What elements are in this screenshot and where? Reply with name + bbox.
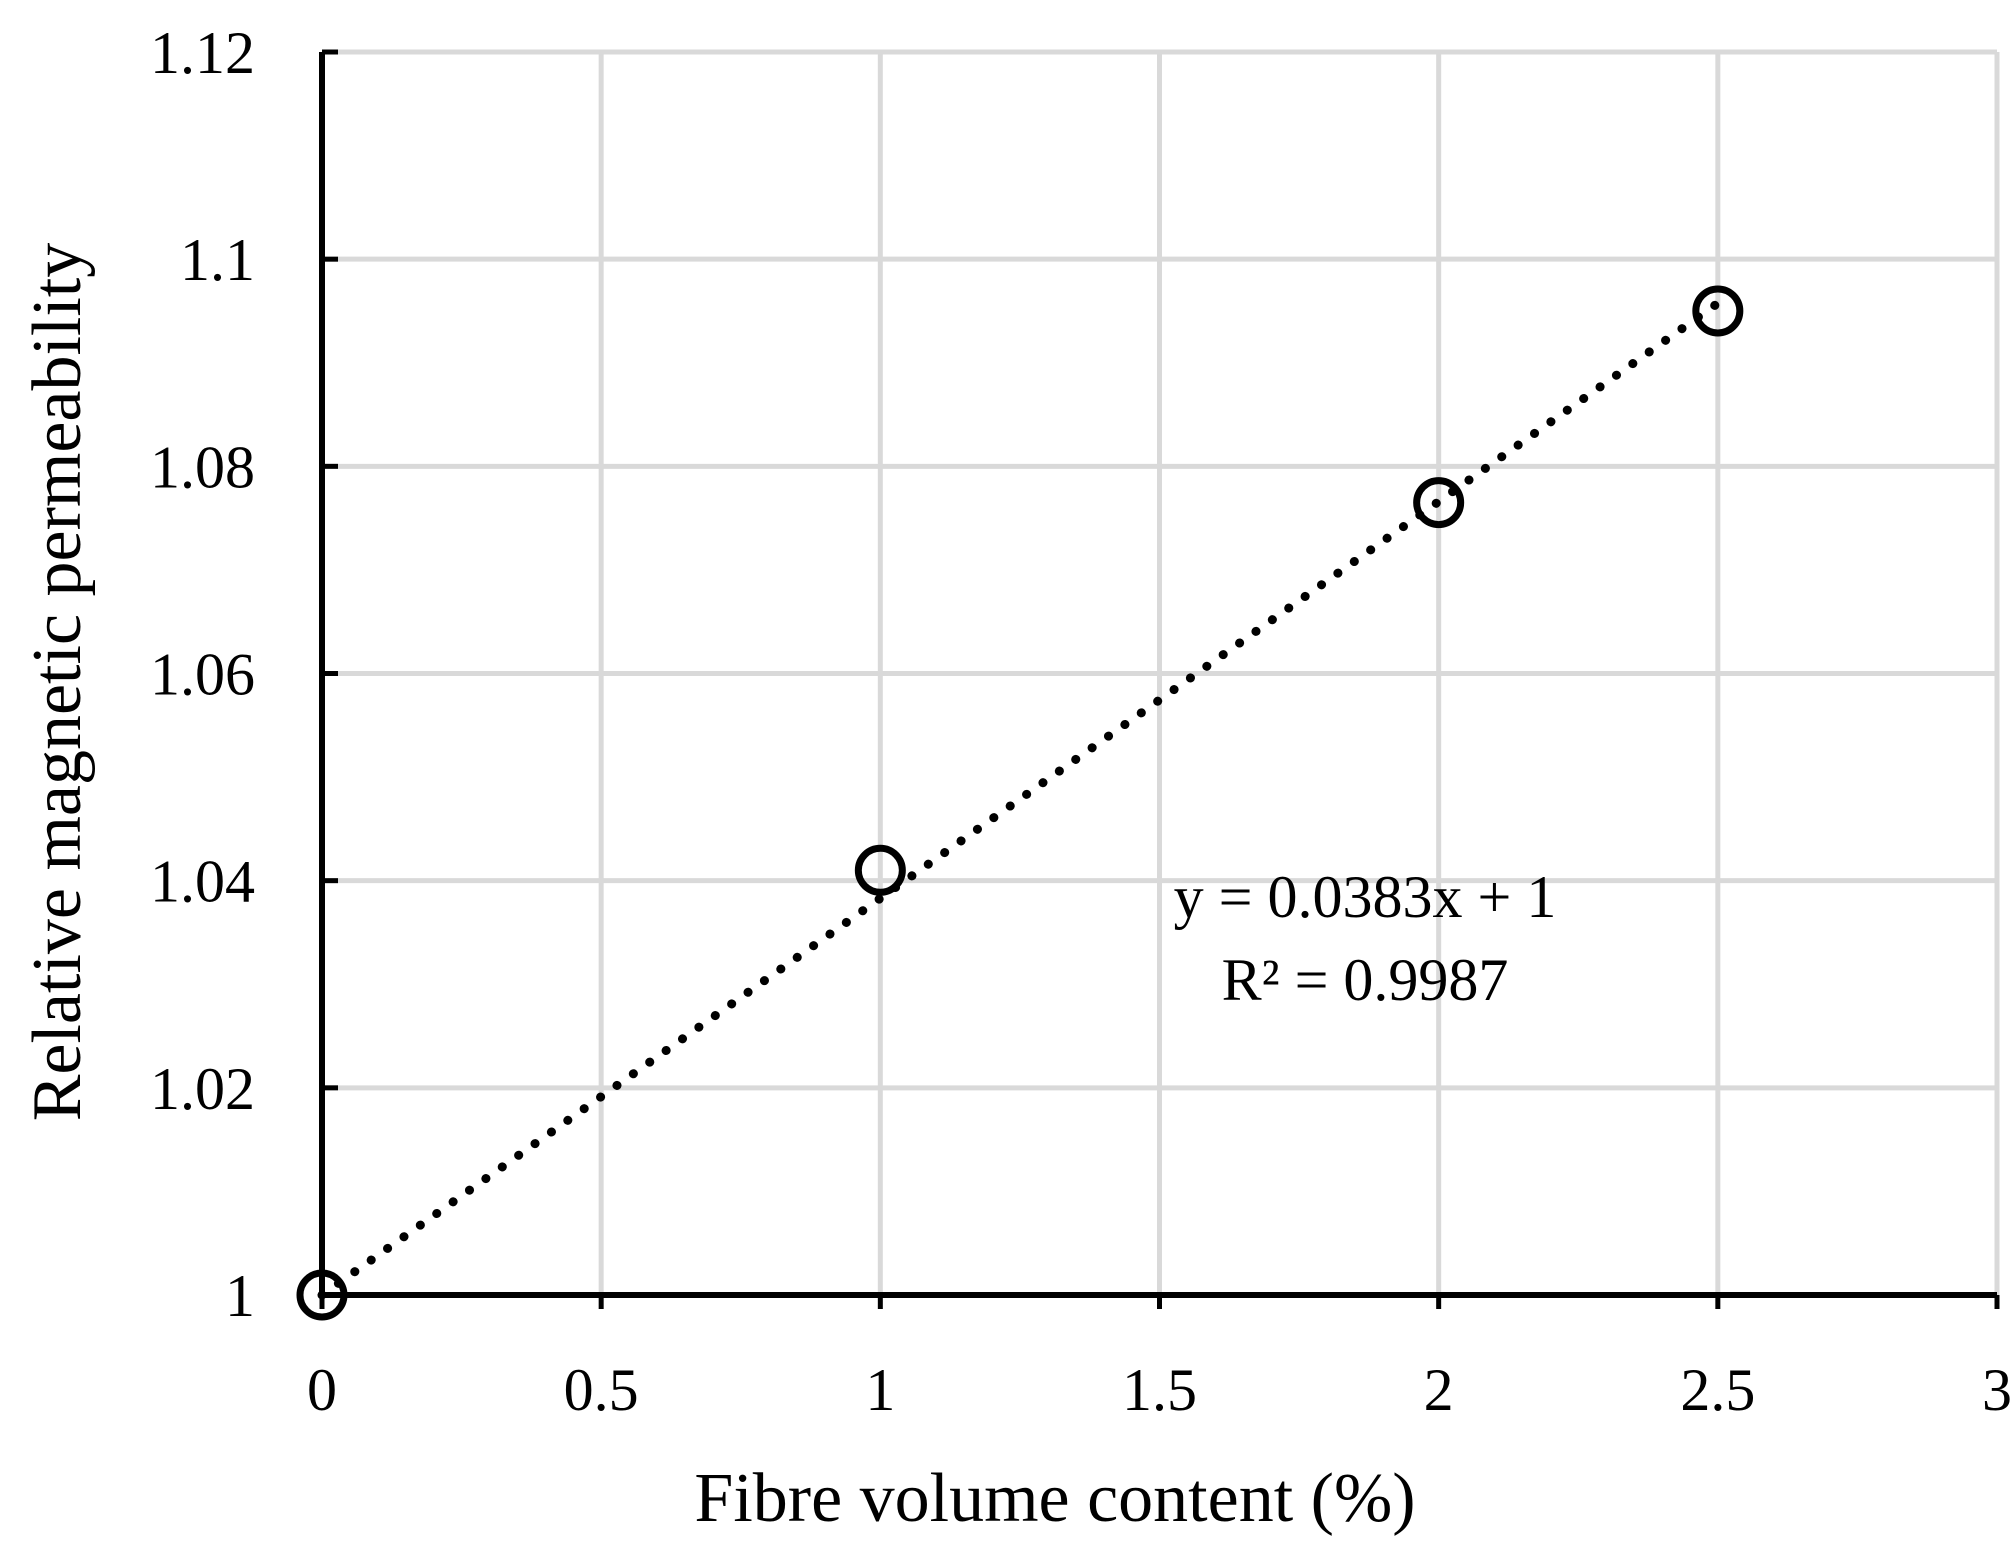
y-tick-label-6: 1.12 [150,20,255,86]
y-axis-ticks: 1 1.02 1.04 1.06 1.08 1.1 1.12 [150,20,338,1329]
data-point-0-3 [1692,285,1744,337]
x-tick-label-5: 2.5 [1680,1357,1755,1423]
x-tick-label-3: 1.5 [1122,1357,1197,1423]
data-points [296,285,1744,1321]
x-axis-ticks: 0 0.5 1 1.5 2 2.5 3 [307,1295,2012,1423]
x-tick-label-1: 0.5 [564,1357,639,1423]
y-tick-label-5: 1.1 [180,227,255,293]
data-point-0-0 [296,1269,348,1321]
x-axis-title: Fibre volume content (%) [694,1460,1415,1537]
trendline-equation: y = 0.0383x + 1 [1174,864,1557,930]
trendline-path [317,298,1723,1300]
y-tick-label-0: 1 [225,1263,255,1329]
x-tick-label-2: 1 [865,1357,895,1423]
x-tick-label-4: 2 [1424,1357,1454,1423]
grid-lines [322,49,2000,1295]
trendline-r-squared: R² = 0.9987 [1222,947,1509,1013]
x-tick-label-6: 3 [1982,1357,2012,1423]
y-tick-label-3: 1.06 [150,642,255,708]
trendline [317,298,1723,1300]
x-tick-label-0: 0 [307,1357,337,1423]
data-point-0-1 [854,844,906,896]
y-tick-label-4: 1.08 [150,434,255,500]
y-tick-label-2: 1.04 [150,849,255,915]
data-point-0-2 [1413,477,1465,529]
y-axis-title: Relative magnetic permeability [19,243,96,1122]
y-tick-label-1: 1.02 [150,1056,255,1122]
